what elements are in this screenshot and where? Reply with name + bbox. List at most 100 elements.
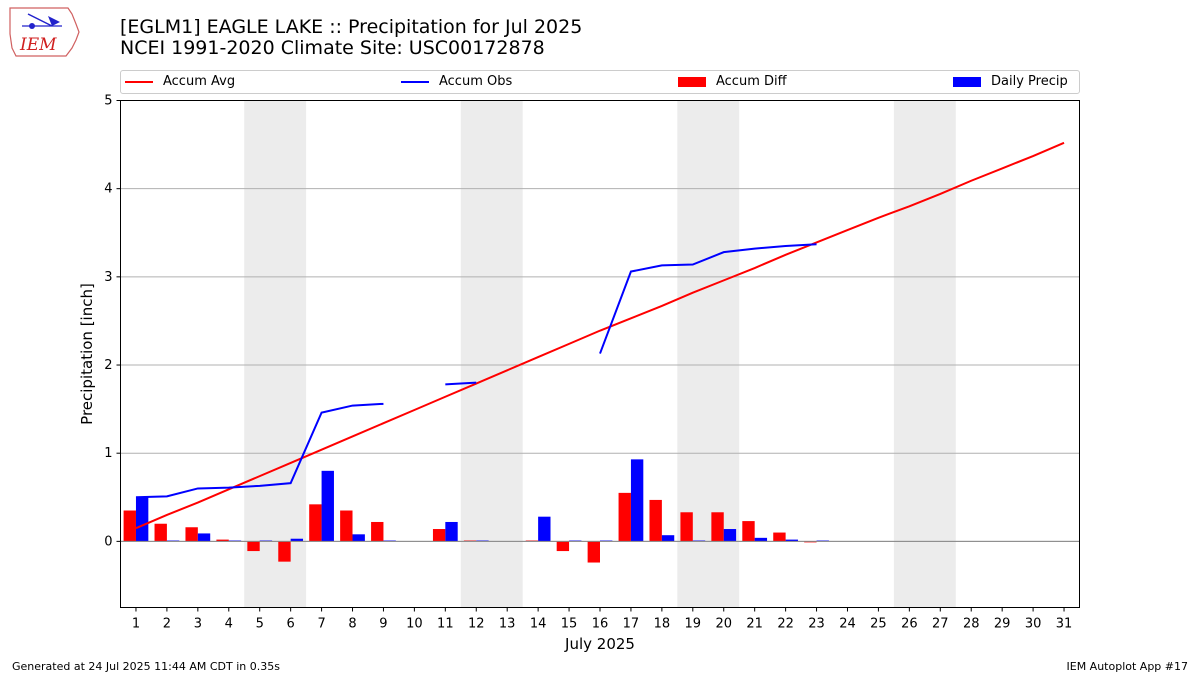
- chart-title: [EGLM1] EAGLE LAKE :: Precipitation for …: [120, 17, 582, 59]
- legend-label-accum-obs: Accum Obs: [439, 74, 513, 89]
- bar-daily-precip: [538, 516, 551, 542]
- bar-accum-diff: [649, 499, 662, 542]
- legend-item-daily-precip: Daily Precip: [953, 74, 1068, 90]
- bar-daily-precip: [197, 533, 211, 542]
- legend-swatch-daily-precip: [953, 76, 981, 87]
- line-accum-obs: [599, 243, 817, 354]
- x-tick-label: 12: [468, 617, 485, 632]
- bar-accum-diff: [711, 512, 724, 542]
- bar-daily-precip: [754, 537, 768, 542]
- lines-layer: [135, 141, 1065, 530]
- x-tick-label: 10: [406, 617, 423, 632]
- y-tick-label: 3: [104, 270, 112, 285]
- bar-daily-precip: [290, 538, 304, 542]
- chart-title-line1: [EGLM1] EAGLE LAKE :: Precipitation for …: [120, 16, 583, 38]
- x-tick-label: 14: [530, 617, 547, 632]
- x-tick-label: 2: [163, 617, 171, 632]
- y-tick-label: 2: [104, 358, 112, 373]
- x-tick-label: 26: [901, 617, 918, 632]
- bar-daily-precip: [321, 470, 334, 542]
- x-tick-label: 4: [225, 617, 233, 632]
- y-tick-label: 4: [104, 182, 112, 197]
- weekend-band: [893, 100, 956, 608]
- x-tick-label: 25: [870, 617, 887, 632]
- y-tick-label: 1: [104, 446, 112, 461]
- bar-daily-precip: [352, 534, 365, 542]
- bar-accum-diff: [216, 539, 229, 542]
- x-tick-label: 20: [715, 617, 732, 632]
- x-axis-label: July 2025: [564, 635, 635, 653]
- x-tick-label: 1: [132, 617, 140, 632]
- bar-daily-precip: [445, 521, 458, 542]
- bar-accum-diff: [123, 510, 136, 542]
- bar-accum-diff: [742, 521, 755, 542]
- legend-swatch-accum-diff: [678, 76, 706, 87]
- bar-accum-diff: [185, 527, 198, 542]
- bar-accum-diff: [340, 510, 353, 542]
- bar-accum-diff: [278, 541, 291, 562]
- chart-legend: Accum Avg Accum Obs Accum Diff Daily Pre…: [120, 70, 1080, 94]
- x-tick-label: 7: [317, 617, 325, 632]
- x-tick-label: 17: [623, 617, 640, 632]
- weekend-band: [244, 100, 307, 608]
- iowa-state-outline: [9, 7, 80, 57]
- chart-title-line2: NCEI 1991-2020 Climate Site: USC00172878: [120, 37, 545, 59]
- x-tick-label: 8: [348, 617, 356, 632]
- legend-label-accum-avg: Accum Avg: [163, 74, 236, 89]
- bars-layer: [120, 459, 1080, 563]
- footer-generated: Generated at 24 Jul 2025 11:44 AM CDT in…: [12, 660, 280, 673]
- x-tick-label: 27: [932, 617, 949, 632]
- iem-logo-text: IEM: [19, 35, 57, 55]
- bar-accum-diff: [618, 492, 631, 542]
- x-tick-label: 30: [1025, 617, 1042, 632]
- bar-accum-diff: [309, 504, 322, 542]
- line-accum-avg: [135, 141, 1065, 530]
- legend-item-accum-obs: Accum Obs: [401, 74, 512, 90]
- line-accum-obs: [445, 381, 477, 386]
- y-tick-label: 5: [104, 94, 112, 109]
- x-tick-label: 16: [592, 617, 609, 632]
- footer-app-id: IEM Autoplot App #17: [1066, 660, 1189, 673]
- bar-accum-diff: [371, 521, 384, 542]
- legend-swatch-accum-avg: [125, 80, 153, 83]
- bar-accum-diff: [154, 523, 167, 542]
- bar-accum-diff: [773, 532, 786, 542]
- legend-label-accum-diff: Accum Diff: [716, 74, 787, 89]
- bar-accum-diff: [247, 541, 260, 552]
- bar-daily-precip: [661, 535, 675, 542]
- legend-swatch-accum-obs: [401, 80, 429, 83]
- legend-item-accum-avg: Accum Avg: [125, 74, 235, 90]
- line-accum-obs: [135, 402, 384, 499]
- weekend-band: [460, 100, 523, 608]
- wind-vane-icon: [48, 16, 60, 26]
- y-tick-label: 0: [104, 534, 112, 549]
- bar-accum-diff: [556, 541, 570, 552]
- y-axis-label: Precipitation [inch]: [78, 283, 96, 425]
- x-tick-label: 29: [994, 617, 1011, 632]
- x-tick-label: 31: [1056, 617, 1073, 632]
- bar-daily-precip: [785, 539, 798, 542]
- x-tick-label: 19: [685, 617, 702, 632]
- legend-label-daily-precip: Daily Precip: [991, 74, 1068, 89]
- x-tick-label: 23: [808, 617, 825, 632]
- bar-daily-precip: [630, 459, 644, 542]
- x-tick-label: 6: [287, 617, 295, 632]
- bar-accum-diff: [432, 529, 446, 542]
- x-tick-label: 9: [379, 617, 387, 632]
- x-tick-label: 11: [437, 617, 454, 632]
- x-tick-label: 21: [746, 617, 763, 632]
- x-tick-label: 28: [963, 617, 980, 632]
- bar-accum-diff: [587, 541, 600, 563]
- x-tick-label: 15: [561, 617, 578, 632]
- x-tick-label: 5: [256, 617, 264, 632]
- x-tick-label: 13: [499, 617, 516, 632]
- bar-daily-precip: [135, 497, 149, 542]
- x-tick-label: 3: [194, 617, 202, 632]
- x-tick-label: 22: [777, 617, 794, 632]
- legend-item-accum-diff: Accum Diff: [678, 74, 787, 90]
- bar-accum-diff: [680, 512, 693, 542]
- x-tick-label: 24: [839, 617, 856, 632]
- iem-logo: IEM: [9, 7, 80, 57]
